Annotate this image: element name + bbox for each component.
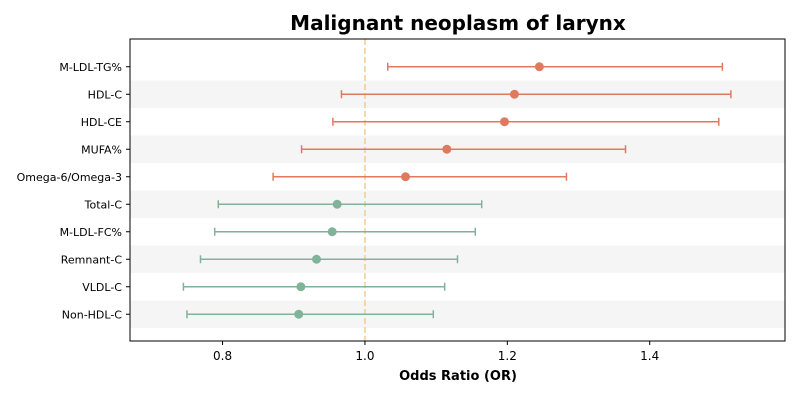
- y-tick-label: M-LDL-TG%: [59, 61, 122, 74]
- forest-row: [217, 199, 483, 209]
- forest-row: [340, 89, 732, 99]
- or-point: [294, 309, 304, 319]
- or-point: [312, 254, 322, 264]
- forest-row: [332, 117, 720, 127]
- forest-row: [386, 62, 724, 72]
- y-tick-label: Total-C: [84, 198, 123, 211]
- data-rows: [182, 62, 732, 319]
- x-tick-label: 1.2: [498, 349, 517, 363]
- or-point: [332, 199, 342, 209]
- y-tick-label: Remnant-C: [61, 253, 123, 266]
- x-tick-label: 0.8: [213, 349, 232, 363]
- forest-row: [213, 227, 477, 237]
- forest-row: [182, 282, 446, 292]
- forest-row: [272, 172, 568, 182]
- forest-row: [199, 254, 459, 264]
- or-point: [499, 117, 509, 127]
- forest-row: [186, 309, 435, 319]
- x-tick-label: 1.0: [355, 349, 374, 363]
- x-tick-label: 1.4: [640, 349, 659, 363]
- or-point: [327, 227, 337, 237]
- y-tick-label: Omega-6/Omega-3: [17, 171, 122, 184]
- or-point: [401, 172, 411, 182]
- x-axis-ticks: 0.8 1.0 1.2 1.4: [213, 341, 659, 363]
- or-point: [442, 144, 452, 154]
- y-tick-label: HDL-CE: [81, 116, 122, 129]
- y-axis-ticks: M-LDL-TG% HDL-C HDL-CE MUFA% Omega-6/Omega-3…: [17, 61, 130, 321]
- or-point: [296, 282, 306, 292]
- y-tick-label: Non-HDL-C: [62, 308, 123, 321]
- x-axis-label: Odds Ratio (OR): [399, 369, 517, 384]
- y-tick-label: VLDL-C: [82, 281, 122, 294]
- y-tick-label: M-LDL-FC%: [60, 226, 122, 239]
- plot-frame: [129, 38, 786, 342]
- y-tick-label: HDL-C: [88, 88, 123, 101]
- or-point: [534, 62, 544, 72]
- forest-row: [300, 144, 627, 154]
- or-point: [509, 89, 519, 99]
- y-tick-label: MUFA%: [81, 143, 122, 156]
- chart-title: Malignant neoplasm of larynx: [290, 11, 626, 35]
